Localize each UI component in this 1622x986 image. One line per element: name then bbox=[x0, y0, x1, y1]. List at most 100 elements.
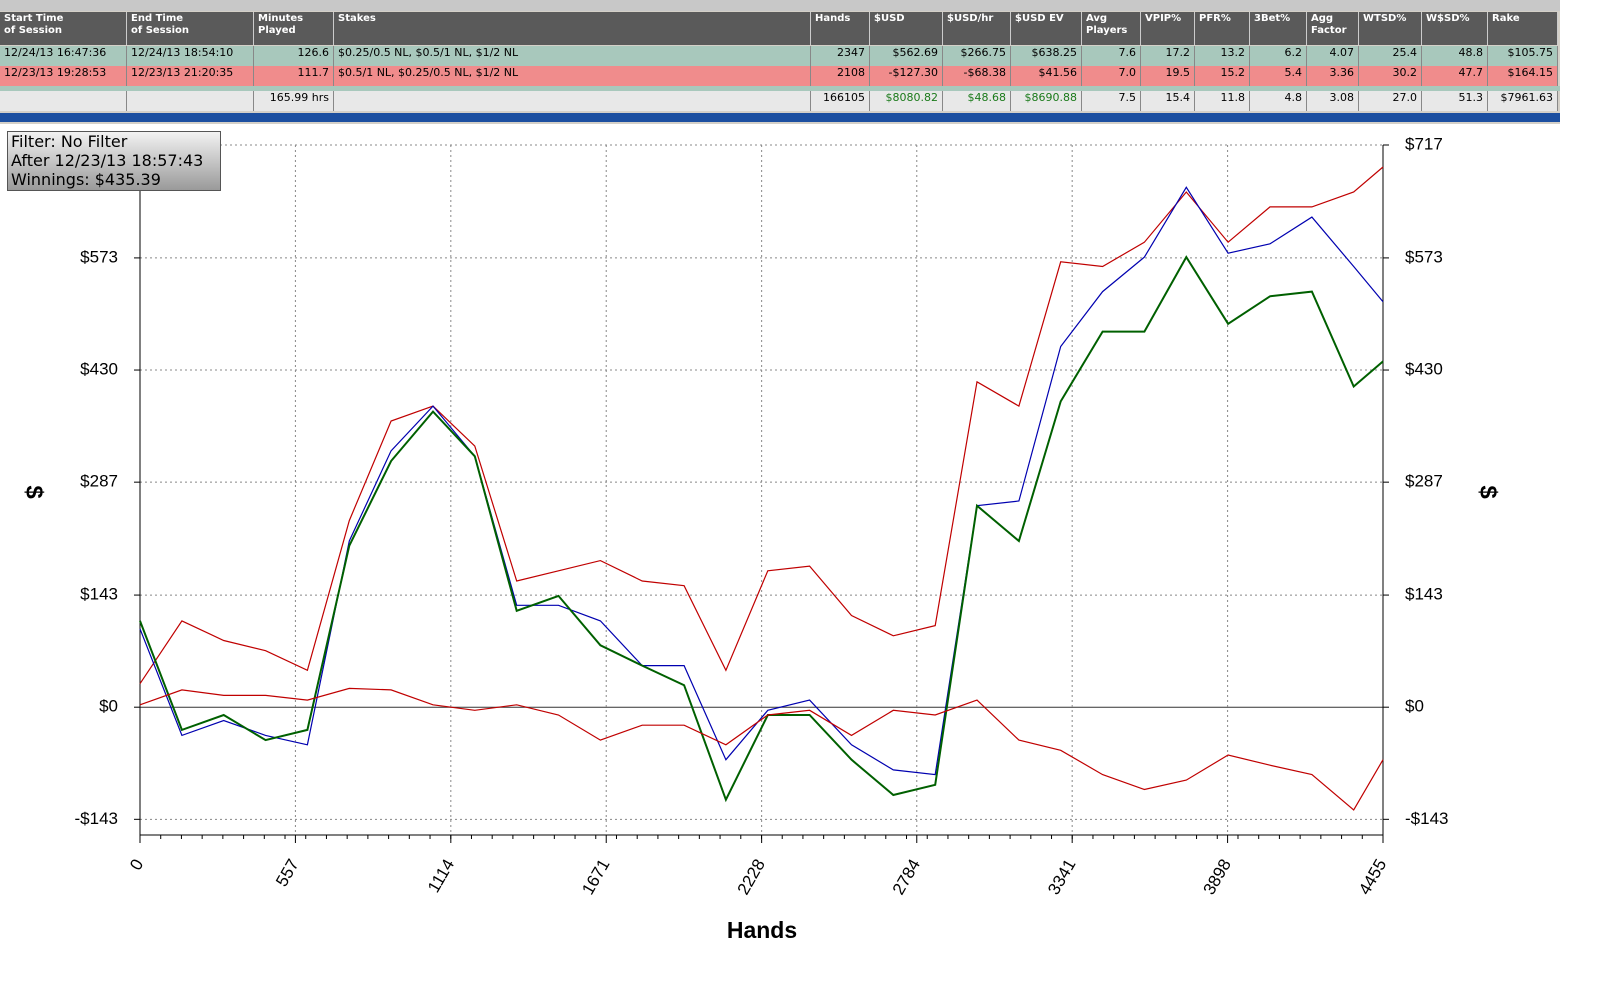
y-axis-label: $ bbox=[21, 485, 48, 499]
x-tick-label: 557 bbox=[272, 856, 303, 890]
table-cell: 4.8 bbox=[1250, 91, 1307, 111]
table-cell: 166105 bbox=[811, 91, 870, 111]
table-cell: 6.2 bbox=[1250, 46, 1307, 66]
table-cell: 12/24/13 18:54:10 bbox=[127, 46, 254, 66]
table-cell: 5.4 bbox=[1250, 66, 1307, 86]
table-cell: Hands bbox=[811, 12, 870, 45]
winnings: Winnings: $435.39 bbox=[11, 170, 161, 189]
y2-tick-label: $573 bbox=[1405, 247, 1443, 266]
table-cell: -$68.38 bbox=[943, 66, 1011, 86]
table-cell: 12/23/13 19:28:53 bbox=[0, 66, 127, 86]
y-tick-label: -$143 bbox=[75, 809, 118, 828]
table-cell: Rake bbox=[1488, 12, 1558, 45]
series-line bbox=[139, 186, 1384, 776]
table-cell: PFR% bbox=[1195, 12, 1250, 45]
table-cell: VPIP% bbox=[1141, 12, 1195, 45]
table-cell: Start Time of Session bbox=[0, 12, 127, 45]
table-cell: $7961.63 bbox=[1488, 91, 1558, 111]
table-cell: $48.68 bbox=[943, 91, 1011, 111]
table-cell: 12/23/13 21:20:35 bbox=[127, 66, 254, 86]
series-line bbox=[139, 166, 1384, 685]
y-tick-label: $0 bbox=[99, 697, 118, 716]
y2-tick-label: $717 bbox=[1405, 134, 1443, 153]
table-cell: 7.6 bbox=[1082, 46, 1141, 66]
table-cell: $105.75 bbox=[1488, 46, 1558, 66]
table-cell: Avg Players bbox=[1082, 12, 1141, 45]
table-cell: 126.6 bbox=[254, 46, 334, 66]
y2-tick-label: $287 bbox=[1405, 472, 1443, 491]
table-cell: $562.69 bbox=[870, 46, 943, 66]
table-cell: 165.99 hrs bbox=[254, 91, 334, 111]
table-cell: 15.2 bbox=[1195, 66, 1250, 86]
table-cell: 51.3 bbox=[1422, 91, 1488, 111]
series-line bbox=[139, 687, 1384, 811]
table-cell: 11.8 bbox=[1195, 91, 1250, 111]
table-cell: $USD/hr bbox=[943, 12, 1011, 45]
table-cell: 7.0 bbox=[1082, 66, 1141, 86]
table-cell bbox=[0, 91, 127, 111]
y2-tick-label: -$143 bbox=[1405, 809, 1448, 828]
table-cell bbox=[127, 91, 254, 111]
y-tick-label: $573 bbox=[80, 247, 118, 266]
table-cell: $638.25 bbox=[1011, 46, 1082, 66]
y-tick-label: $430 bbox=[80, 360, 118, 379]
table-cell: End Time of Session bbox=[127, 12, 254, 45]
filter: Filter: No Filter bbox=[11, 132, 128, 151]
table-cell: 13.2 bbox=[1195, 46, 1250, 66]
x-tick-label: 2784 bbox=[889, 856, 924, 898]
table-cell: $0.25/0.5 NL, $0.5/1 NL, $1/2 NL bbox=[334, 46, 811, 66]
table-cell: Minutes Played bbox=[254, 12, 334, 45]
table-cell: W$SD% bbox=[1422, 12, 1488, 45]
x-tick-label: 2228 bbox=[734, 856, 769, 898]
info-box: Filter: No Filter After 12/23/13 18:57:4… bbox=[7, 131, 221, 191]
y2-axis-label: $ bbox=[1475, 485, 1502, 499]
table-cell: 17.2 bbox=[1141, 46, 1195, 66]
table-cell: $164.15 bbox=[1488, 66, 1558, 86]
table-cell: 25.4 bbox=[1359, 46, 1422, 66]
table-cell: 19.5 bbox=[1141, 66, 1195, 86]
table-cell: $8690.88 bbox=[1011, 91, 1082, 111]
table-cell: 27.0 bbox=[1359, 91, 1422, 111]
stats-table: Start Time of Session End Time of Session… bbox=[0, 0, 1560, 124]
table-cell: $41.56 bbox=[1011, 66, 1082, 86]
table-cell: 30.2 bbox=[1359, 66, 1422, 86]
y2-tick-label: $430 bbox=[1405, 360, 1443, 379]
y-tick-label: $143 bbox=[80, 585, 118, 604]
table-cell: $266.75 bbox=[943, 46, 1011, 66]
table-cell: 12/24/13 16:47:36 bbox=[0, 46, 127, 66]
table-cell: 2108 bbox=[811, 66, 870, 86]
table-cell: 3Bet% bbox=[1250, 12, 1307, 45]
table-cell: 2347 bbox=[811, 46, 870, 66]
table-cell: $8080.82 bbox=[870, 91, 943, 111]
after: After 12/23/13 18:57:43 bbox=[11, 151, 204, 170]
table-cell: -$127.30 bbox=[870, 66, 943, 86]
table-cell: Stakes bbox=[334, 12, 811, 45]
table-cell: 3.08 bbox=[1307, 91, 1359, 111]
y2-tick-label: $143 bbox=[1405, 585, 1443, 604]
splitter bbox=[0, 113, 1560, 122]
x-tick-label: 0 bbox=[126, 856, 147, 874]
x-tick-label: 1114 bbox=[424, 856, 458, 896]
x-axis-label: Hands bbox=[727, 917, 797, 943]
table-cell: WTSD% bbox=[1359, 12, 1422, 45]
toolbar bbox=[0, 0, 1560, 11]
table-cell: 4.07 bbox=[1307, 46, 1359, 66]
table-cell: 48.8 bbox=[1422, 46, 1488, 66]
x-tick-label: 3341 bbox=[1044, 856, 1079, 898]
y-tick-label: $287 bbox=[80, 472, 118, 491]
table-cell: 111.7 bbox=[254, 66, 334, 86]
x-tick-label: 3898 bbox=[1200, 856, 1235, 898]
table-cell: 47.7 bbox=[1422, 66, 1488, 86]
table-cell: 7.5 bbox=[1082, 91, 1141, 111]
table-cell: $0.5/1 NL, $0.25/0.5 NL, $1/2 NL bbox=[334, 66, 811, 86]
table-cell: 3.36 bbox=[1307, 66, 1359, 86]
x-tick-label: 1671 bbox=[578, 856, 613, 898]
y2-tick-label: $0 bbox=[1405, 697, 1424, 716]
table-cell bbox=[334, 91, 811, 111]
cut-row bbox=[0, 86, 1560, 91]
x-tick-label: 4455 bbox=[1355, 856, 1390, 898]
table-cell: $USD EV bbox=[1011, 12, 1082, 45]
table-cell: Agg Factor bbox=[1307, 12, 1359, 45]
